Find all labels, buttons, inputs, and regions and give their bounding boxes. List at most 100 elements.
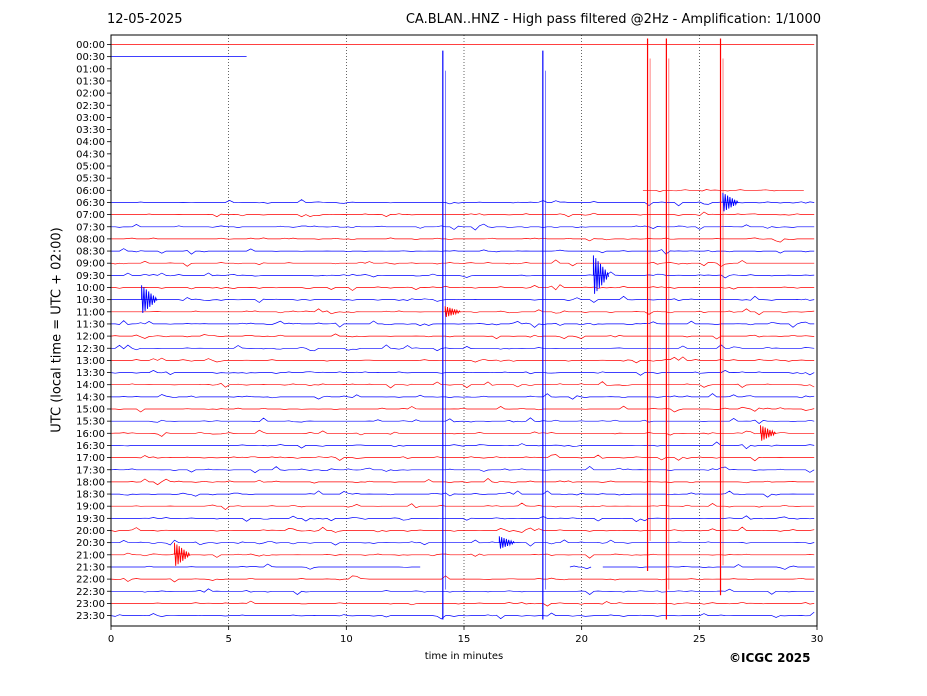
- y-tick-label: 07:00: [76, 210, 105, 221]
- y-tick-label: 21:00: [76, 550, 105, 561]
- y-tick-label: 18:30: [76, 490, 105, 501]
- trace-line: [111, 502, 815, 511]
- trace-line: [111, 393, 815, 400]
- trace-line: [111, 405, 815, 413]
- y-tick-label: 19:30: [76, 514, 105, 525]
- x-tick-label: 0: [108, 634, 114, 645]
- trace-line: [111, 588, 815, 595]
- y-tick-label: 04:00: [76, 137, 105, 148]
- trace-line: [110, 370, 815, 376]
- y-tick-label: 07:30: [76, 222, 105, 233]
- y-tick-label: 17:30: [76, 465, 105, 476]
- y-tick-label: 23:30: [76, 611, 105, 622]
- y-tick-label: 02:30: [76, 101, 105, 112]
- y-tick-label: 11:30: [76, 319, 105, 330]
- trace-line: [111, 454, 815, 462]
- y-tick-label: 00:00: [76, 40, 105, 51]
- trace-line: [111, 284, 815, 291]
- date-label: 12-05-2025: [107, 12, 183, 27]
- y-tick-label: 20:30: [76, 538, 105, 549]
- y-tick-label: 18:00: [76, 477, 105, 488]
- y-tick-label: 11:00: [76, 307, 105, 318]
- y-tick-label: 15:00: [76, 405, 105, 416]
- y-tick-label: 02:00: [76, 89, 105, 100]
- trace-line: [110, 611, 815, 620]
- trace-line: [111, 223, 815, 231]
- y-tick-label: 16:30: [76, 441, 105, 452]
- y-tick-label: 03:00: [76, 113, 105, 124]
- trace-line: [111, 552, 815, 559]
- y-tick-label: 14:00: [76, 380, 105, 391]
- trace-line: [111, 308, 815, 316]
- y-tick-label: 23:00: [76, 599, 105, 610]
- trace-line: [111, 563, 421, 570]
- trace-line: [111, 478, 815, 486]
- y-tick-label: 12:00: [76, 332, 105, 343]
- y-tick-label: 03:30: [76, 125, 105, 136]
- x-tick-label: 5: [225, 634, 231, 645]
- trace-line: [110, 259, 815, 267]
- y-tick-label: 22:00: [76, 575, 105, 586]
- plot-frame: [110, 34, 818, 627]
- trace-line: [111, 356, 815, 364]
- y-tick-label: 06:00: [76, 186, 105, 197]
- y-tick-label: 08:30: [76, 247, 105, 258]
- trace-line: [111, 211, 815, 218]
- trace-line: [111, 248, 815, 255]
- y-tick-label: 14:30: [76, 392, 105, 403]
- y-tick-label: 04:30: [76, 149, 105, 160]
- trace-line: [111, 515, 815, 523]
- trace-line: [111, 539, 815, 547]
- y-tick-label: 09:30: [76, 271, 105, 282]
- y-tick-label: 08:00: [76, 234, 105, 245]
- copyright-label: ©ICGC 2025: [729, 651, 811, 665]
- y-tick-label: 20:00: [76, 526, 105, 537]
- event-waveform: [444, 306, 461, 318]
- y-tick-label: 13:30: [76, 368, 105, 379]
- y-tick-label: 16:00: [76, 429, 105, 440]
- trace-line: [110, 575, 815, 583]
- trace-line: [110, 526, 815, 533]
- x-axis-label: time in minutes: [424, 651, 504, 662]
- x-tick-label: 10: [340, 634, 353, 645]
- trace-line: [111, 344, 815, 352]
- y-tick-label: 09:00: [76, 259, 105, 270]
- trace-line: [110, 429, 815, 437]
- y-tick-label: 12:30: [76, 344, 105, 355]
- y-tick-label: 01:00: [76, 64, 105, 75]
- y-tick-label: 01:30: [76, 76, 105, 87]
- chart-title: CA.BLAN..HNZ - High pass filtered @2Hz -…: [405, 12, 821, 27]
- event-waveform: [141, 285, 158, 314]
- trace-line: [111, 417, 815, 424]
- x-tick-label: 15: [458, 634, 471, 645]
- y-tick-label: 22:30: [76, 587, 105, 598]
- event-waveform: [174, 542, 191, 566]
- trace-line: [111, 271, 815, 279]
- y-tick-label: 06:30: [76, 198, 105, 209]
- trace-line: [111, 295, 815, 303]
- y-tick-label: 10:30: [76, 295, 105, 306]
- trace-line: [642, 189, 804, 192]
- y-tick-label: 17:00: [76, 453, 105, 464]
- y-tick-label: 10:00: [76, 283, 105, 294]
- trace-line: [111, 600, 815, 607]
- y-tick-label: 21:30: [76, 562, 105, 573]
- trace-line: [111, 381, 815, 389]
- y-tick-label: 19:00: [76, 502, 105, 513]
- y-tick-label: 00:30: [76, 52, 105, 63]
- x-tick-label: 30: [811, 634, 824, 645]
- event-waveform: [592, 255, 610, 294]
- trace-line: [602, 564, 815, 570]
- y-tick-label: 15:30: [76, 417, 105, 428]
- event-waveform: [722, 192, 739, 212]
- trace-line: [111, 320, 815, 328]
- event-waveform: [498, 536, 515, 549]
- trace-line: [569, 565, 592, 570]
- x-tick-label: 25: [693, 634, 706, 645]
- trace-line: [111, 237, 815, 243]
- trace-line: [110, 465, 815, 474]
- trace-line: [111, 199, 815, 207]
- trace-line: [111, 441, 815, 450]
